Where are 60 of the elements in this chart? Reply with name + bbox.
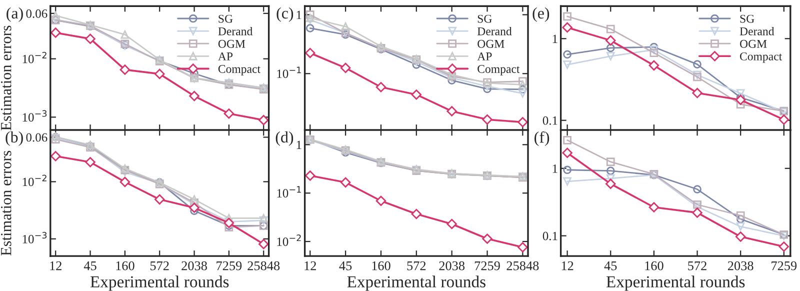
y-tick-label: 0.1 bbox=[542, 116, 558, 125]
x-axis-title: Experimental rounds bbox=[90, 276, 229, 291]
chart-title: (c) bbox=[276, 7, 294, 22]
y-tick-label: 10$^{−3}$ bbox=[22, 110, 47, 122]
y-tick-label: 0.06 bbox=[26, 9, 48, 18]
legend-label: SG bbox=[740, 14, 754, 23]
y-tick-label: 10$^{−2}$ bbox=[277, 234, 301, 246]
chart-title: (a) bbox=[6, 7, 23, 22]
x-tick-label: 12 bbox=[50, 261, 62, 270]
legend-label: OGM bbox=[478, 40, 504, 48]
y-tick-label: 10$^{−3}$ bbox=[22, 232, 47, 244]
x-tick-label: 45 bbox=[84, 261, 96, 270]
y-tick-label: 1 bbox=[296, 140, 302, 149]
x-tick-label: 2038 bbox=[728, 261, 754, 270]
x-axis-title: Experimental rounds bbox=[347, 276, 486, 291]
legend-label: Compact bbox=[478, 65, 520, 76]
legend-label: AP bbox=[477, 52, 492, 60]
y-tick-label: 10$^{−1}$ bbox=[277, 66, 301, 78]
legend-label: Derand bbox=[740, 26, 774, 36]
legend-label: SG bbox=[218, 14, 233, 23]
legend-label: SG bbox=[478, 14, 492, 23]
y-tick-label: 0.1 bbox=[542, 232, 558, 240]
legend-label: Derand bbox=[477, 26, 512, 36]
legend-label: OGM bbox=[218, 40, 246, 48]
legend-label: OGM bbox=[740, 40, 767, 48]
y-tick-label: 10$^{−2}$ bbox=[22, 174, 46, 186]
x-axis-title: Experimental rounds bbox=[606, 276, 745, 291]
chart-title: (e) bbox=[532, 7, 550, 22]
x-tick-label: 2038 bbox=[439, 261, 465, 270]
legend-label: Compact bbox=[218, 65, 260, 76]
x-tick-label: 7259 bbox=[474, 261, 500, 270]
y-tick-label: 1 bbox=[552, 34, 558, 43]
legend-label: Derand bbox=[218, 26, 253, 36]
x-tick-label: 12 bbox=[562, 261, 574, 270]
y-axis-title: Estimation errors bbox=[0, 150, 12, 256]
x-tick-label: 45 bbox=[339, 261, 352, 270]
x-tick-label: 160 bbox=[372, 261, 390, 270]
x-tick-label: 25848 bbox=[506, 261, 539, 270]
y-tick-label: 10$^{−1}$ bbox=[277, 186, 301, 198]
y-tick-label: 1 bbox=[296, 10, 302, 20]
x-tick-label: 572 bbox=[407, 261, 426, 270]
legend-label: Compact bbox=[740, 52, 782, 63]
x-tick-label: 45 bbox=[604, 261, 617, 270]
legend-label: AP bbox=[218, 52, 233, 60]
y-tick-label: 0.06 bbox=[26, 133, 48, 142]
y-tick-label: 10$^{−2}$ bbox=[22, 52, 46, 64]
x-tick-label: 25848 bbox=[248, 261, 280, 270]
x-tick-label: 160 bbox=[645, 261, 664, 270]
x-tick-label: 160 bbox=[116, 261, 134, 270]
chart-title: (f) bbox=[534, 131, 550, 146]
x-tick-label: 2038 bbox=[182, 261, 207, 270]
chart-title: (d) bbox=[276, 131, 294, 146]
chart-title: (b) bbox=[6, 131, 23, 146]
x-tick-label: 7259 bbox=[772, 261, 797, 270]
x-tick-label: 12 bbox=[304, 261, 316, 270]
x-tick-label: 7259 bbox=[216, 261, 242, 270]
x-tick-label: 572 bbox=[688, 261, 706, 270]
y-axis-title: Estimation errors bbox=[0, 26, 12, 130]
y-tick-label: 1 bbox=[552, 164, 558, 173]
x-tick-label: 572 bbox=[150, 261, 169, 270]
